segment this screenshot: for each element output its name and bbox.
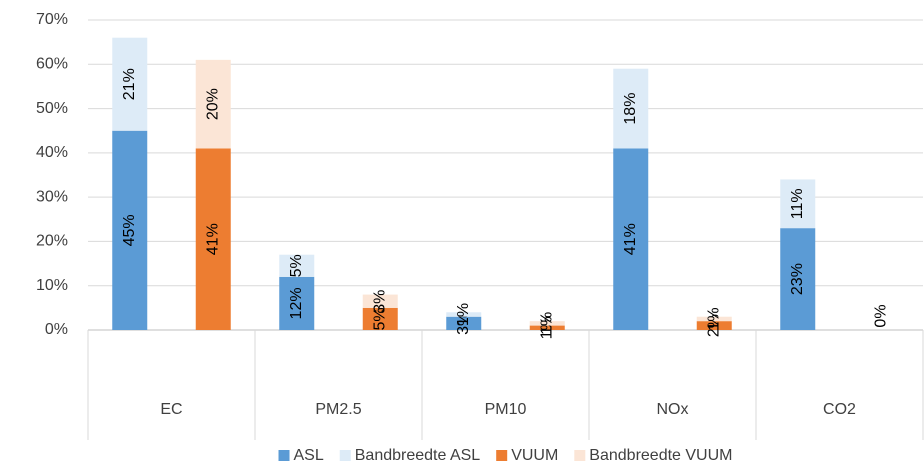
bar-segment xyxy=(613,148,649,330)
data-label: 41% xyxy=(622,223,639,255)
data-label: 3% xyxy=(371,290,388,313)
bar-segment xyxy=(529,321,565,326)
bar-segment xyxy=(696,316,732,322)
y-tick-label: 0% xyxy=(45,321,68,338)
legend-label: Bandbreedte VUUM xyxy=(589,447,732,464)
y-tick-label: 50% xyxy=(36,100,68,117)
bar-segment xyxy=(195,148,231,330)
legend-label: VUUM xyxy=(511,447,558,464)
bar-segment xyxy=(696,321,732,330)
y-tick-label: 30% xyxy=(36,188,68,205)
data-label: 18% xyxy=(622,93,639,125)
bar-segment xyxy=(362,294,398,308)
data-label: 45% xyxy=(121,214,138,246)
bar-segment xyxy=(780,179,816,229)
bar-segment xyxy=(279,254,315,277)
x-tick-label: PM10 xyxy=(485,401,527,418)
x-tick-label: PM2.5 xyxy=(315,401,361,418)
x-tick-label: EC xyxy=(160,401,182,418)
bar-segment xyxy=(112,130,148,330)
data-label: 23% xyxy=(789,263,806,295)
legend-swatch xyxy=(278,450,290,461)
y-tick-label: 40% xyxy=(36,144,68,161)
bar-segment xyxy=(446,312,482,317)
data-label: 1% xyxy=(705,307,722,330)
y-tick-label: 70% xyxy=(36,11,68,28)
bar-segment xyxy=(279,276,315,330)
bar-segment xyxy=(112,37,148,131)
bar-segment xyxy=(362,307,398,330)
data-label: 0% xyxy=(872,304,889,327)
legend-swatch xyxy=(339,450,351,461)
x-tick-label: NOx xyxy=(657,401,689,418)
data-label: 1% xyxy=(538,312,555,335)
bar-segment xyxy=(446,316,482,330)
data-label: 41% xyxy=(204,223,221,255)
bar-segment xyxy=(613,68,649,149)
data-label: 20% xyxy=(204,88,221,120)
x-tick-label: CO2 xyxy=(823,401,856,418)
data-label: 3% xyxy=(455,312,472,335)
data-label: 12% xyxy=(288,287,305,319)
y-tick-label: 20% xyxy=(36,233,68,250)
legend-label: ASL xyxy=(294,447,324,464)
y-tick-label: 10% xyxy=(36,277,68,294)
data-label: 5% xyxy=(288,254,305,277)
legend-label: Bandbreedte ASL xyxy=(355,447,481,464)
y-tick-label: 60% xyxy=(36,56,68,73)
bar-segment xyxy=(195,59,231,149)
data-label: 1% xyxy=(455,303,472,326)
data-label: 5% xyxy=(371,307,388,330)
legend-swatch xyxy=(496,450,508,461)
bar-segment xyxy=(529,325,565,330)
data-label: 21% xyxy=(121,68,138,100)
legend-swatch xyxy=(574,450,586,461)
bar-segment xyxy=(780,228,816,330)
data-label: 11% xyxy=(789,188,806,219)
